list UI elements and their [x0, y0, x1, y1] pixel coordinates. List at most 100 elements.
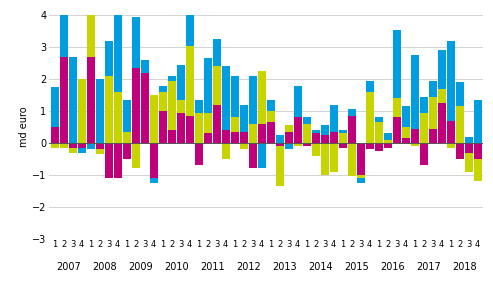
Bar	[411, 55, 419, 129]
Bar	[411, 143, 419, 146]
Bar	[231, 118, 239, 132]
Bar	[438, 89, 446, 103]
Bar	[78, 148, 85, 152]
Bar	[150, 178, 158, 183]
Bar	[447, 121, 455, 143]
Bar	[375, 143, 383, 151]
Bar	[285, 132, 292, 143]
Bar	[240, 105, 247, 132]
Text: 2007: 2007	[56, 262, 80, 272]
Bar	[366, 81, 374, 92]
Bar	[429, 97, 437, 129]
Bar	[249, 124, 256, 143]
Text: 2013: 2013	[272, 262, 296, 272]
Bar	[366, 92, 374, 143]
Bar	[231, 76, 239, 118]
Bar	[465, 152, 473, 172]
Bar	[465, 136, 473, 143]
Bar	[150, 143, 158, 178]
Bar	[294, 143, 302, 146]
Bar	[78, 79, 85, 143]
Bar	[105, 41, 112, 76]
Text: 2014: 2014	[308, 262, 333, 272]
Bar	[375, 118, 383, 122]
Bar	[159, 85, 167, 92]
Bar	[330, 105, 338, 132]
Bar	[384, 143, 391, 148]
Bar	[123, 132, 131, 143]
Bar	[51, 143, 59, 148]
Text: 2010: 2010	[164, 262, 188, 272]
Bar	[222, 143, 230, 159]
Bar	[168, 81, 176, 130]
Bar	[456, 106, 463, 143]
Bar	[60, 57, 68, 143]
Text: 2009: 2009	[128, 262, 152, 272]
Bar	[321, 143, 328, 175]
Bar	[195, 113, 203, 143]
Text: 2015: 2015	[344, 262, 369, 272]
Text: 2016: 2016	[380, 262, 405, 272]
Bar	[204, 133, 211, 143]
Bar	[177, 113, 184, 143]
Bar	[303, 118, 311, 124]
Bar	[60, 4, 68, 57]
Bar	[132, 17, 140, 68]
Bar	[330, 143, 338, 172]
Bar	[87, 143, 95, 149]
Bar	[168, 130, 176, 143]
Bar	[267, 122, 275, 143]
Bar	[375, 122, 383, 143]
Bar	[114, 92, 122, 143]
Bar	[78, 143, 85, 148]
Bar	[258, 71, 266, 124]
Bar	[213, 66, 220, 105]
Bar	[429, 129, 437, 143]
Bar	[96, 149, 104, 154]
Bar	[195, 100, 203, 113]
Bar	[393, 98, 400, 118]
Bar	[384, 140, 391, 143]
Bar	[249, 143, 256, 169]
Bar	[195, 143, 203, 165]
Bar	[213, 105, 220, 143]
Bar	[222, 66, 230, 130]
Bar	[105, 76, 112, 143]
Bar	[285, 143, 292, 149]
Bar	[204, 58, 211, 113]
Bar	[303, 143, 311, 146]
Bar	[51, 127, 59, 143]
Bar	[123, 143, 131, 159]
Bar	[330, 132, 338, 143]
Bar	[393, 118, 400, 143]
Bar	[87, 0, 95, 57]
Bar	[141, 60, 148, 73]
Bar	[240, 132, 247, 143]
Bar	[357, 143, 364, 175]
Bar	[87, 57, 95, 143]
Bar	[474, 159, 482, 181]
Bar	[69, 143, 76, 148]
Bar	[105, 143, 112, 178]
Bar	[312, 133, 319, 143]
Bar	[249, 76, 256, 124]
Bar	[339, 143, 347, 148]
Bar	[438, 50, 446, 89]
Bar	[366, 143, 374, 149]
Bar	[447, 41, 455, 121]
Bar	[276, 135, 283, 143]
Bar	[132, 68, 140, 143]
Bar	[438, 103, 446, 143]
Bar	[132, 143, 140, 169]
Bar	[312, 130, 319, 133]
Bar	[186, 9, 194, 46]
Bar	[114, 143, 122, 178]
Bar	[276, 146, 283, 186]
Bar	[186, 46, 194, 116]
Bar	[402, 138, 410, 143]
Text: 2018: 2018	[452, 262, 477, 272]
Bar	[294, 85, 302, 118]
Bar	[411, 129, 419, 143]
Bar	[420, 113, 427, 143]
Bar	[159, 92, 167, 111]
